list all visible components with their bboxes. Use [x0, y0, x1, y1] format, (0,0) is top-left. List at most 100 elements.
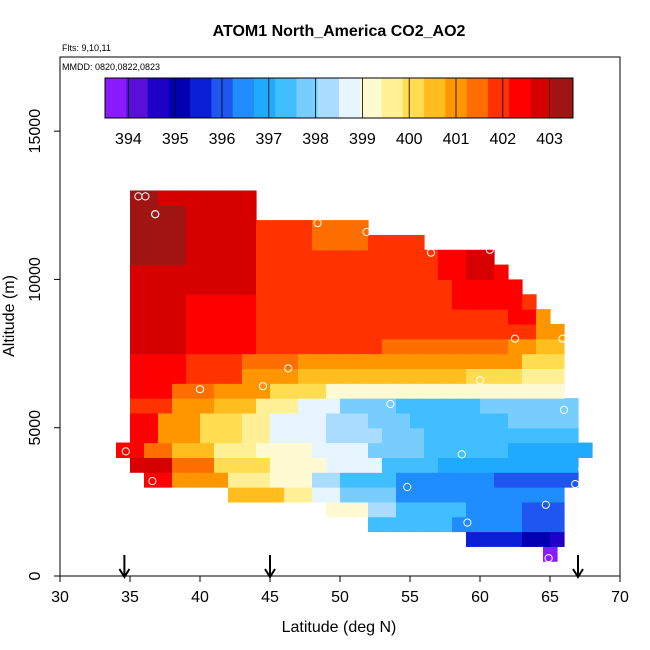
colorbar-swatch: [402, 78, 425, 118]
heatmap-cell: [228, 279, 243, 295]
heatmap-cell: [270, 309, 285, 325]
heatmap-cell: [242, 205, 257, 221]
heatmap-cell: [452, 427, 467, 444]
heatmap-cell: [508, 457, 523, 473]
heatmap-cell: [354, 457, 369, 473]
heatmap-cell: [536, 353, 551, 369]
heatmap-cell: [270, 264, 285, 281]
heatmap-cell: [340, 264, 355, 281]
flights-label: Flts: 9,10,11: [62, 43, 111, 53]
heatmap-cell: [550, 516, 565, 533]
heatmap-cell: [242, 472, 257, 488]
heatmap-cell: [298, 442, 313, 458]
heatmap-cell: [214, 205, 229, 221]
heatmap-cell: [340, 383, 355, 399]
heatmap-cell: [424, 383, 439, 399]
colorbar-swatch: [317, 78, 340, 118]
heatmap-cell: [172, 353, 187, 369]
colorbar-tick-label: 394: [115, 131, 142, 148]
heatmap-cell: [494, 323, 509, 340]
heatmap-cell: [550, 427, 565, 444]
heatmap-cell: [144, 412, 159, 429]
heatmap-cell: [200, 472, 215, 488]
heatmap-cell: [354, 442, 369, 458]
heatmap-cell: [424, 294, 439, 310]
heatmap-cell: [452, 294, 467, 310]
heatmap-cell: [312, 368, 327, 384]
heatmap-cell: [382, 353, 397, 369]
heatmap-cell: [326, 398, 341, 414]
heatmap-cell: [438, 309, 453, 325]
heatmap-cell: [410, 279, 425, 295]
heatmap-cell: [368, 442, 383, 458]
heatmap-cell: [214, 383, 229, 399]
sample-point: [141, 192, 150, 201]
sample-point: [559, 405, 569, 414]
heatmap-cell: [200, 353, 215, 369]
heatmap-cell: [130, 220, 145, 236]
colorbar-swatch: [190, 78, 212, 118]
heatmap-cell: [172, 205, 187, 221]
heatmap-cell: [172, 442, 187, 458]
heatmap-cell: [494, 487, 509, 503]
heatmap-cell: [466, 516, 481, 533]
heatmap-cell: [480, 516, 495, 533]
heatmap-cell: [424, 264, 439, 281]
heatmap-cell: [480, 383, 495, 399]
heatmap-cell: [368, 427, 383, 444]
heatmap-cell: [536, 516, 551, 533]
heatmap-cell: [186, 457, 201, 473]
heatmap-cell: [186, 368, 201, 384]
heatmap-cell: [494, 442, 509, 458]
heatmap-cell: [228, 294, 243, 310]
heatmap-cell: [550, 487, 565, 503]
heatmap-cell: [410, 323, 425, 340]
heatmap-cell: [508, 383, 523, 399]
heatmap-cell: [242, 427, 257, 444]
heatmap-cell: [536, 412, 551, 429]
heatmap-cell: [536, 427, 551, 444]
heatmap-cell: [480, 457, 495, 473]
heatmap-cell: [522, 294, 537, 310]
heatmap-cell: [214, 442, 229, 458]
heatmap-cell: [410, 427, 425, 444]
heatmap-cell: [466, 264, 481, 281]
heatmap-cell: [298, 412, 313, 429]
colorbar: [104, 77, 574, 119]
x-tick-label: 55: [401, 589, 419, 606]
sample-point: [475, 376, 485, 385]
heatmap-cell: [298, 368, 313, 384]
heatmap-cell: [144, 234, 159, 251]
heatmap-cell: [480, 501, 495, 518]
heatmap-cell: [228, 487, 243, 503]
heatmap-cell: [396, 487, 411, 503]
heatmap-cell: [466, 457, 481, 473]
heatmap-cell: [438, 412, 453, 429]
heatmap-cell: [354, 234, 369, 251]
sample-point: [485, 245, 494, 254]
heatmap-cell: [200, 427, 215, 444]
heatmap-cell: [424, 516, 439, 533]
heatmap-cell: [480, 294, 495, 310]
heatmap-cell: [550, 353, 565, 369]
heatmap-cell: [438, 501, 453, 518]
heatmap-cell: [284, 309, 299, 325]
heatmap-cell: [284, 294, 299, 310]
heatmap-cell: [172, 190, 187, 206]
heatmap-cell: [144, 442, 159, 458]
heatmap-cell: [326, 353, 341, 369]
heatmap-cell: [326, 294, 341, 310]
heatmap-cell: [214, 412, 229, 429]
heatmap-cell: [284, 234, 299, 251]
sample-point: [601, 236, 611, 245]
heatmap-cell: [340, 353, 355, 369]
heatmap-cell: [396, 516, 411, 533]
heatmap-cell: [214, 353, 229, 369]
heatmap-cell: [382, 279, 397, 295]
heatmap-cell: [200, 398, 215, 414]
heatmap-cell: [410, 309, 425, 325]
heatmap-cell: [368, 264, 383, 281]
heatmap-cell: [452, 279, 467, 295]
heatmap-cell: [326, 487, 341, 503]
heatmap-cell: [242, 368, 257, 384]
